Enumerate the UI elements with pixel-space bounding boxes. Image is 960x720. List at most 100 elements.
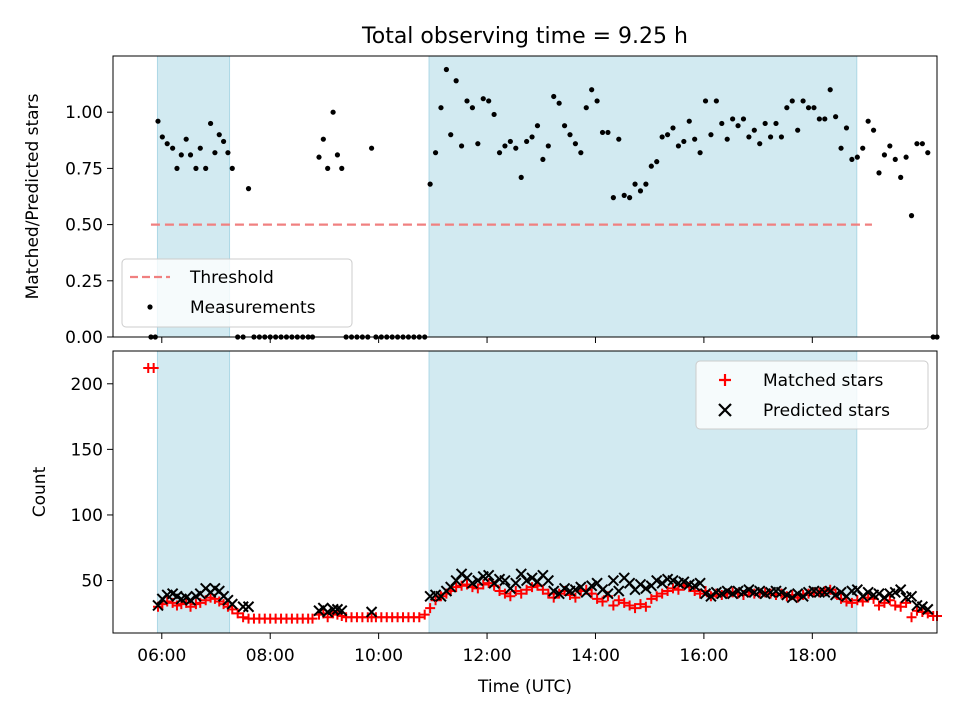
matched-star-point xyxy=(570,592,581,603)
measurement-point xyxy=(245,186,252,192)
matched-star-point xyxy=(505,591,516,602)
predicted-star-point xyxy=(705,590,717,602)
legend-predicted-swatch xyxy=(718,403,732,417)
y-axis-ticks: 0.00 0.25 0.50 0.75 1.00 xyxy=(65,103,113,348)
y-axis-ticks: 50 100 150 200 xyxy=(71,375,113,592)
plot-frame xyxy=(112,55,938,338)
predicted-star-point xyxy=(607,574,620,587)
measurement-point xyxy=(316,154,322,160)
matched-star-point xyxy=(483,578,494,589)
measurement-point xyxy=(659,134,665,140)
matched-star-point xyxy=(895,601,906,612)
matched-star-point xyxy=(227,604,238,615)
measurement-point xyxy=(876,170,882,176)
measurement-point xyxy=(675,143,682,149)
x-tick-label: 16:00 xyxy=(679,646,728,666)
y-tick-label: 200 xyxy=(71,375,103,395)
measurement-point xyxy=(475,141,481,147)
measurement-point xyxy=(816,116,822,122)
matched-star-point xyxy=(527,582,538,593)
measurement-point xyxy=(448,132,454,138)
predicted-star-point xyxy=(857,590,869,602)
matched-star-point xyxy=(890,600,901,611)
measurement-point xyxy=(524,138,530,145)
measurement-point xyxy=(621,192,627,198)
x-axis-label: Time (UTC) xyxy=(477,677,572,697)
measurement-point xyxy=(325,165,331,171)
measurement-point xyxy=(486,98,492,104)
measurement-point xyxy=(778,134,785,140)
measurement-point xyxy=(637,188,644,194)
predicted-star-point xyxy=(152,599,164,612)
measurement-point xyxy=(919,141,925,147)
measurement-point xyxy=(627,195,633,201)
measurement-point xyxy=(578,150,584,156)
measurement-point xyxy=(545,143,551,149)
matched-star-point xyxy=(185,601,196,612)
measurement-point xyxy=(594,98,600,104)
measurement-point xyxy=(833,114,839,120)
measurement-point xyxy=(908,213,915,219)
measurement-point xyxy=(443,66,449,73)
measurement-point xyxy=(762,120,768,127)
matched-star-point xyxy=(472,583,483,594)
matched-star-point xyxy=(852,595,863,606)
matched-star-point xyxy=(640,601,651,612)
measurement-point xyxy=(784,105,790,111)
measurement-point xyxy=(159,134,165,140)
predicted-star-point xyxy=(455,568,468,580)
measurement-point xyxy=(860,145,866,151)
measurement-point xyxy=(735,123,741,129)
measurement-point xyxy=(216,132,222,138)
predicted-star-point xyxy=(835,586,847,599)
measurement-point xyxy=(432,150,439,156)
measurement-point xyxy=(155,118,161,124)
matched-star-point xyxy=(419,609,430,620)
measurement-point xyxy=(556,100,562,106)
legend: Matched stars Predicted stars xyxy=(695,360,929,430)
measurement-point xyxy=(458,143,465,149)
predicted-star-point xyxy=(542,574,555,587)
matched-star-point xyxy=(425,603,436,614)
measurement-point xyxy=(632,181,638,187)
matched-star-point xyxy=(651,591,662,602)
measurement-point xyxy=(427,181,433,187)
measurement-point xyxy=(740,116,747,122)
measurement-point xyxy=(719,120,725,127)
x-tick-label: 08:00 xyxy=(246,646,295,666)
measurement-point xyxy=(811,105,817,111)
measurement-point xyxy=(692,136,698,142)
measurement-point xyxy=(838,145,844,151)
predicted-star-point xyxy=(656,577,668,589)
measurement-point xyxy=(203,165,209,171)
measurement-point xyxy=(670,125,676,131)
legend-measurement-swatch xyxy=(147,304,153,310)
y-tick-label: 1.00 xyxy=(65,103,103,123)
measurement-point xyxy=(193,165,199,171)
measurement-point xyxy=(610,195,616,201)
predicted-star-point xyxy=(797,590,809,602)
predicted-star-point xyxy=(472,574,484,587)
chart-title: Total observing time = 9.25 h xyxy=(361,24,688,49)
measurement-point xyxy=(540,156,546,163)
predicted-star-point xyxy=(242,601,255,613)
matched-star-point xyxy=(657,588,668,599)
matched-star-point xyxy=(232,608,243,619)
matched-star-point xyxy=(857,596,868,607)
matched-star-point xyxy=(624,600,635,611)
measurement-point xyxy=(898,174,904,180)
measurement-point xyxy=(870,127,877,133)
measurement-point xyxy=(713,98,719,104)
matched-star-point xyxy=(841,596,852,607)
measurement-point xyxy=(330,109,336,115)
matched-star-point xyxy=(630,603,641,614)
matched-star-point xyxy=(148,363,159,374)
predicted-star-point xyxy=(905,590,918,602)
x-tick-label: 10:00 xyxy=(354,646,403,666)
predicted-star-point xyxy=(786,591,798,604)
predicted-star-point xyxy=(602,587,614,600)
predicted-star-point xyxy=(499,574,511,587)
measurement-point xyxy=(724,136,730,142)
measurement-point xyxy=(197,145,203,151)
